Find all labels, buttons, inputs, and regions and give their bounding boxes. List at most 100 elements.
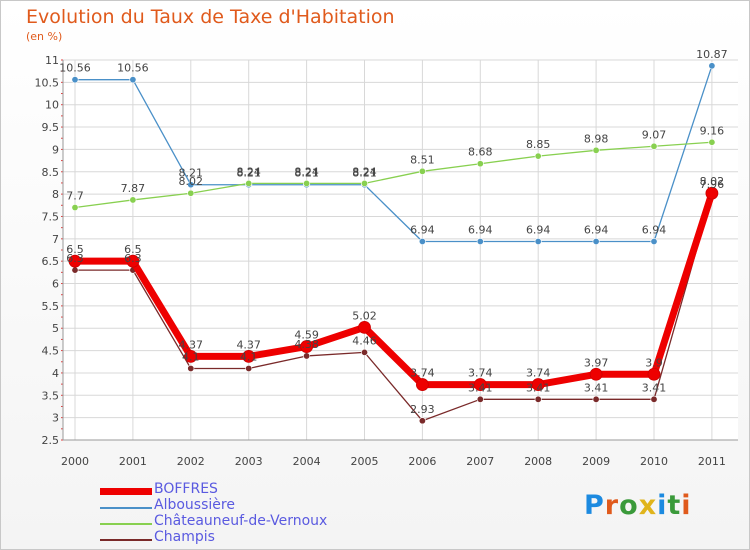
x-tick-label: 2006 (408, 455, 436, 468)
data-label: 8.21 (294, 167, 319, 180)
data-point (303, 179, 311, 187)
data-point (245, 364, 253, 372)
x-tick-label: 2007 (466, 455, 494, 468)
data-point (187, 181, 195, 189)
data-label: 4.38 (294, 338, 319, 351)
data-label: 3.41 (642, 381, 667, 394)
data-point (476, 395, 484, 403)
y-tick-label: 8 (52, 188, 59, 201)
y-tick-label: 9 (52, 143, 59, 156)
data-label: 4.59 (294, 329, 319, 342)
legend-label: BOFFRES (154, 481, 218, 497)
data-label: 6.94 (584, 224, 609, 237)
x-tick-label: 2011 (698, 455, 726, 468)
data-label: 7.96 (700, 178, 725, 191)
legend-swatch (100, 539, 152, 541)
y-tick-label: 9.5 (42, 121, 60, 134)
y-tick-label: 7 (52, 233, 59, 246)
data-point (126, 254, 140, 268)
data-label: 4.37 (179, 338, 204, 351)
data-label: 6.5 (124, 243, 142, 256)
chart-title: Evolution du Taux de Taxe d'Habitation (26, 6, 395, 28)
data-point (476, 160, 484, 168)
data-label: 8.98 (584, 132, 609, 145)
y-tick-label: 4.5 (42, 345, 60, 358)
data-label: 9.16 (700, 124, 725, 137)
data-point (592, 395, 600, 403)
data-point (245, 179, 253, 187)
data-label: 6.3 (124, 252, 142, 265)
y-tick-label: 10 (45, 99, 59, 112)
data-point (534, 152, 542, 160)
data-point (129, 196, 137, 204)
legend-swatch (100, 488, 152, 495)
data-point (708, 138, 716, 146)
legend-swatch (100, 523, 152, 525)
y-tick-label: 7.5 (42, 210, 60, 223)
logo-letter: t (667, 490, 682, 521)
data-label: 8.21 (236, 167, 261, 180)
x-tick-label: 2002 (177, 455, 205, 468)
logo-letter: r (604, 490, 620, 521)
data-point (589, 367, 603, 381)
x-tick-label: 2009 (582, 455, 610, 468)
data-point (187, 364, 195, 372)
y-tick-label: 5.5 (42, 300, 60, 313)
data-label: 8.24 (294, 165, 319, 178)
data-point (650, 142, 658, 150)
logo-letter: i (681, 490, 692, 521)
x-tick-label: 2010 (640, 455, 668, 468)
data-point (531, 378, 545, 391)
y-tick-label: 4 (52, 367, 59, 380)
data-label: 3.74 (526, 367, 551, 380)
data-point (71, 204, 79, 212)
logo-letter: i (657, 490, 668, 521)
y-tick-label: 6.5 (42, 255, 60, 268)
data-point (187, 189, 195, 197)
data-label: 8.51 (410, 153, 435, 166)
data-label: 6.94 (642, 224, 667, 237)
data-point (360, 179, 368, 187)
data-point (418, 167, 426, 175)
data-point (592, 146, 600, 154)
chart-subtitle: (en %) (26, 30, 63, 43)
data-point (418, 417, 426, 425)
data-point (300, 340, 314, 353)
x-tick-label: 2001 (119, 455, 147, 468)
data-point (360, 348, 368, 356)
data-point (708, 62, 716, 70)
legend-swatch (100, 507, 152, 509)
x-tick-label: 2000 (61, 455, 89, 468)
data-point (647, 367, 661, 381)
logo-letter: x (638, 490, 658, 521)
data-point (650, 395, 658, 403)
legend-item-champis: Champis (100, 529, 400, 546)
data-label: 3.9 (645, 356, 663, 369)
data-label: 3.41 (468, 381, 493, 394)
data-label: 8.02 (700, 175, 725, 188)
data-point (705, 186, 719, 200)
data-label: 8.24 (236, 165, 261, 178)
proxiti-logo: Proxiti (584, 490, 692, 521)
series-line-3 (75, 195, 713, 422)
data-point (303, 352, 311, 360)
legend-label: Champis (154, 529, 215, 545)
data-label: 6.94 (468, 224, 493, 237)
legend-label: Châteauneuf-de-Vernoux (154, 513, 328, 529)
y-tick-label: 10.5 (35, 76, 60, 89)
x-tick-label: 2008 (524, 455, 552, 468)
data-label: 5.02 (352, 309, 377, 322)
series-line-0 (75, 192, 716, 389)
data-point (592, 238, 600, 246)
data-label: 4.1 (240, 350, 258, 363)
y-tick-label: 2.5 (42, 434, 60, 447)
data-point (418, 238, 426, 246)
data-point (473, 378, 487, 391)
x-tick-label: 2003 (235, 455, 263, 468)
y-tick-label: 5 (52, 322, 59, 335)
data-label: 3.41 (584, 381, 609, 394)
data-point (476, 238, 484, 246)
data-label: 2.93 (410, 403, 435, 416)
logo-letter: o (619, 490, 639, 521)
legend-item-alboussiere: Alboussière (100, 497, 400, 514)
